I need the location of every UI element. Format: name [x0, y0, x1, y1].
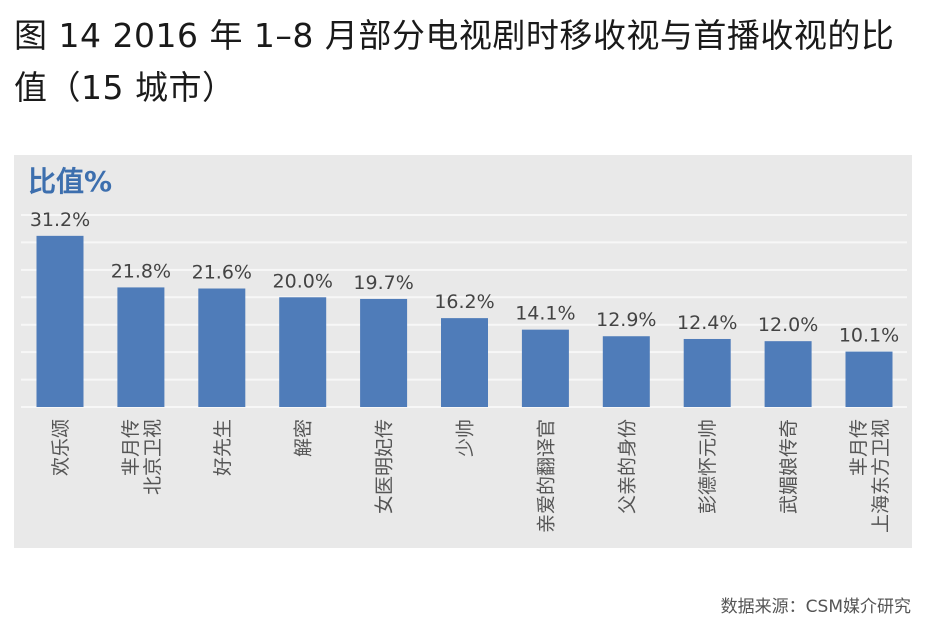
x-tick-label: 好先生	[212, 419, 234, 476]
bar	[279, 297, 327, 407]
bar	[521, 329, 569, 407]
data-label: 19.7%	[353, 272, 413, 294]
bar	[683, 338, 731, 407]
bar	[764, 341, 812, 407]
data-label: 12.0%	[758, 314, 818, 336]
data-label: 20.0%	[273, 270, 333, 292]
data-label: 10.1%	[839, 325, 899, 347]
x-tick-label: 解密	[293, 419, 315, 457]
bar	[36, 235, 84, 407]
x-tick-label: 欢乐颂	[50, 419, 72, 476]
x-tick-label: 武媚娘传奇	[778, 419, 800, 514]
bar	[602, 336, 650, 407]
x-tick-label: 女医明妃传	[374, 419, 396, 514]
y-axis-label: 比值%	[28, 165, 113, 198]
x-tick-label: 亲爱的翻译官	[535, 419, 557, 533]
source-note: 数据来源：CSM媒介研究	[720, 597, 911, 617]
x-tick-label: 芈月传	[848, 419, 870, 476]
data-label: 31.2%	[30, 209, 90, 231]
bar	[198, 288, 246, 407]
data-label: 16.2%	[434, 291, 494, 313]
bar	[441, 318, 488, 407]
bar	[845, 351, 893, 407]
x-tick-label: 上海东方卫视	[870, 419, 892, 533]
bar	[117, 287, 165, 407]
bar	[360, 298, 408, 407]
x-tick-label: 父亲的身份	[616, 419, 638, 514]
chart-title: 图 14 2016 年 1–8 月部分电视剧时移收视与首播收视的比值（15 城市…	[14, 16, 895, 107]
x-tick-label: 北京卫视	[142, 419, 164, 495]
data-label: 12.4%	[677, 312, 737, 334]
data-label: 14.1%	[515, 303, 575, 325]
x-tick-label: 芈月传	[120, 419, 142, 476]
data-label: 12.9%	[596, 309, 656, 331]
data-label: 21.8%	[111, 260, 171, 282]
x-tick-label: 彭德怀元帅	[697, 419, 719, 514]
x-tick-label: 少帅	[455, 419, 477, 457]
data-label: 21.6%	[192, 262, 252, 284]
